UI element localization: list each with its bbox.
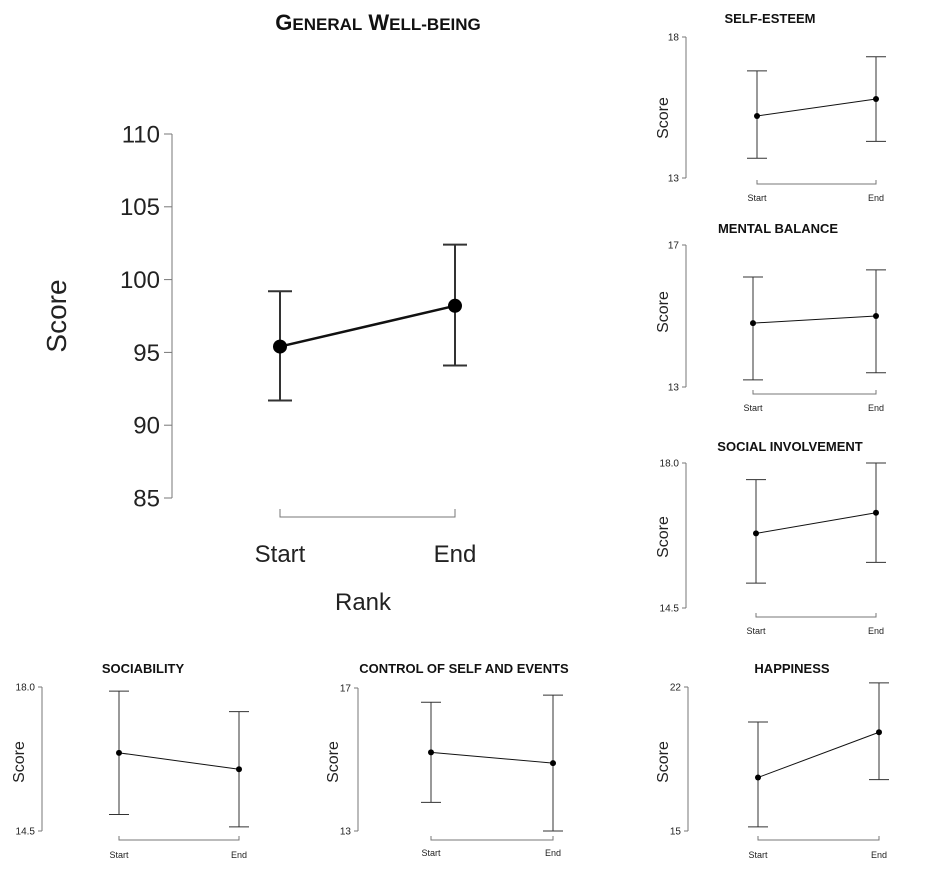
data-point-end [873,313,879,319]
data-point-end [236,766,242,773]
chart-panel-happiness: HAPPINESS 15 22 Score Start End [655,661,889,860]
y-tick-label: 14.5 [660,604,680,615]
series-line [755,512,877,534]
chart-title: MENTAL BALANCE [718,221,838,236]
y-tick-label: 13 [668,383,680,394]
x-tick-label: End [231,850,247,860]
series-line [430,751,554,764]
y-axis-label: Score [655,741,672,783]
series-line [757,731,880,778]
chart-title: SELF-ESTEEM [724,11,815,26]
chart-title: GENERAL WELL-BEING [275,10,481,35]
chart-title: HAPPINESS [754,661,829,676]
x-tick-label: Start [421,848,441,858]
x-axis-bracket [756,180,877,185]
x-tick-label: Start [743,403,763,413]
x-tick-label: Start [255,541,306,568]
y-axis-label: Score [655,516,672,558]
data-point-start [755,774,761,781]
y-tick-label: 90 [133,413,160,440]
x-tick-label: End [871,850,887,860]
data-point-start [753,530,759,537]
x-axis-bracket [752,390,877,395]
series-line [118,752,240,770]
data-point-end [873,96,879,103]
y-tick-label: 18.0 [660,459,680,470]
y-tick-label: 105 [120,194,160,221]
chart-panel-social: SOCIAL INVOLVEMENT 14.5 18.0 Score Start End [655,439,886,636]
chart-panel-sociability: SOCIABILITY 14.5 18.0 Score Start End [11,661,249,860]
x-axis-bracket [757,836,880,841]
x-tick-label: Start [747,193,767,203]
y-axis-label: Score [655,291,672,333]
error-bar [866,269,886,374]
chart-panel-control: CONTROL OF SELF AND EVENTS 13 17 Score Start… [325,661,569,858]
x-axis-bracket [755,613,877,618]
data-point-start [754,112,760,119]
chart-panel-selfesteem: SELF-ESTEEM 13 18 Score Start End [655,11,886,203]
y-tick-label: 100 [120,267,160,294]
x-tick-label: Start [746,626,766,636]
x-tick-label: End [868,403,884,413]
chart-panel-general: GENERAL WELL-BEING 85 90 95 100 105 110 Score St… [41,10,481,616]
y-tick-label: 85 [133,485,160,512]
x-tick-label: End [434,541,477,568]
x-axis-label: Rank [335,589,392,616]
data-point-end [873,509,879,516]
y-tick-label: 13 [340,827,352,838]
data-point-end [550,760,556,767]
x-tick-label: End [868,626,884,636]
error-bar [743,276,763,381]
y-tick-label: 17 [668,241,680,252]
y-tick-label: 110 [122,121,160,148]
data-point-start [428,749,434,756]
y-tick-label: 95 [133,340,160,367]
y-tick-label: 13 [668,174,680,185]
y-tick-label: 14.5 [16,827,36,838]
y-axis-label: Score [41,279,72,352]
x-tick-label: Start [109,850,129,860]
y-axis-label: Score [325,741,342,783]
x-tick-label: End [545,848,561,858]
data-point-start [116,749,122,756]
data-point-start [273,339,287,354]
series-line [756,98,877,117]
y-axis-label: Score [655,97,672,139]
x-tick-label: Start [748,850,768,860]
x-axis-bracket [430,836,554,841]
chart-title: SOCIABILITY [102,661,185,676]
y-axis-label: Score [11,741,28,783]
data-point-start [750,320,756,327]
error-bar [748,721,768,828]
y-tick-label: 17 [340,684,352,695]
y-tick-label: 18 [668,33,680,44]
y-tick-label: 18.0 [16,683,36,694]
series-line [279,304,456,348]
x-axis-bracket [118,836,240,841]
y-tick-label: 22 [670,683,682,694]
chart-title: SOCIAL INVOLVEMENT [717,439,862,454]
chart-title: CONTROL OF SELF AND EVENTS [359,661,569,676]
y-tick-label: 15 [670,827,682,838]
data-point-end [876,729,882,736]
chart-panel-mental: MENTAL BALANCE 13 17 Score Start End [655,221,886,413]
x-axis-bracket [279,509,456,518]
x-tick-label: End [868,193,884,203]
data-point-end [448,298,462,313]
series-line [752,315,877,324]
